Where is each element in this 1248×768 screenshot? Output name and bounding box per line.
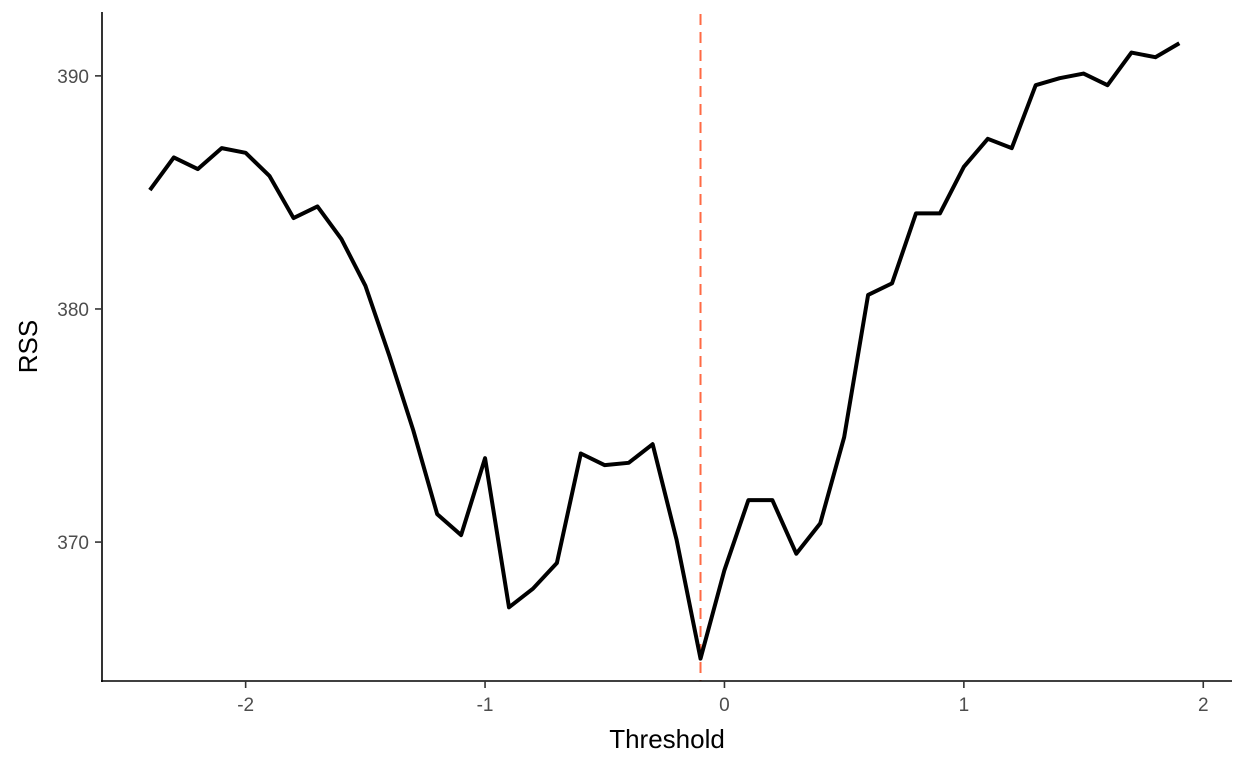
y-tick-label: 370 (57, 533, 89, 554)
x-tick-label: 0 (719, 695, 730, 716)
y-tick-label: 390 (57, 67, 89, 88)
x-tick-label: 1 (959, 695, 970, 716)
x-tick-label: -1 (477, 695, 494, 716)
x-axis-title: Threshold (609, 724, 725, 754)
axes: -2 -1 0 1 2 370 380 390 (57, 12, 1232, 716)
plot-area (148, 14, 1181, 681)
y-tick-label: 380 (57, 300, 89, 321)
series-line-0 (148, 41, 1181, 661)
x-tick-label: 2 (1198, 695, 1209, 716)
y-axis-title: RSS (13, 320, 43, 373)
x-tick-label: -2 (237, 695, 254, 716)
